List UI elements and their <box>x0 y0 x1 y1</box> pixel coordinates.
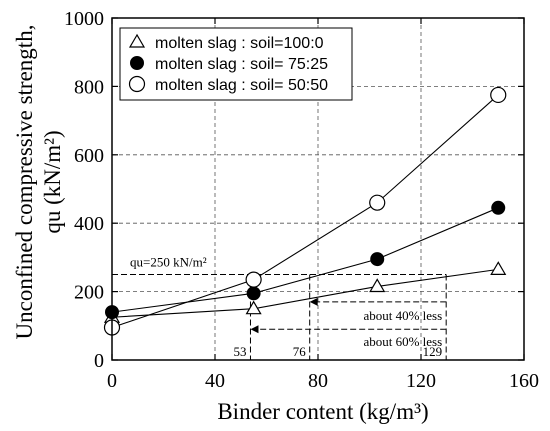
y-tick-label: 600 <box>74 145 104 167</box>
x-marker_129-label: 129 <box>423 344 443 359</box>
data-point-series-1 <box>245 300 262 315</box>
series-lines <box>111 94 499 329</box>
tick-labels: 0 40 80 120 160 0 200 400 600 800 1000 <box>64 8 539 392</box>
x-marker_53-label: 53 <box>233 344 246 359</box>
legend-marker-1 <box>128 33 146 48</box>
data-point-series-2 <box>491 200 506 215</box>
annotations: qu=250 kN/m² about 40% less about 60% less… <box>112 255 447 360</box>
data-point-series-2 <box>370 252 385 267</box>
arrow-40-head <box>309 297 318 306</box>
y-tick-label: 400 <box>74 213 104 235</box>
x-marker_76-label: 76 <box>293 344 307 359</box>
less60-label: about 60% less <box>363 334 442 349</box>
series-markers <box>103 86 507 336</box>
y-tick-label: 0 <box>94 350 104 372</box>
x-tick-label: 160 <box>509 370 539 392</box>
legend-label-3: molten slag : soil= 50:50 <box>155 77 328 94</box>
data-point-series-3 <box>490 86 507 104</box>
data-point-series-1 <box>369 278 386 293</box>
x-tick-label: 80 <box>308 370 328 392</box>
less40-label: about 40% less <box>363 308 442 323</box>
legend-marker-2 <box>130 56 144 70</box>
data-point-series-3 <box>245 271 262 288</box>
data-point-series-1 <box>490 261 507 275</box>
ticks <box>111 17 525 361</box>
threshold-label: qu=250 kN/m² <box>130 255 207 270</box>
legend-box <box>119 27 353 101</box>
legend-label-1: molten slag : soil=100:0 <box>155 35 324 52</box>
y-tick-label: 200 <box>74 282 104 304</box>
x-axis-label: Binder content (kg/m³) <box>217 399 428 424</box>
legend-label-2: molten slag : soil= 75:25 <box>155 56 328 73</box>
arrow-60-head <box>250 325 259 334</box>
x-tick-label: 0 <box>107 370 117 392</box>
y-axis-label-line2: qu (kN/m²) <box>40 130 65 233</box>
data-point-series-3 <box>369 194 386 211</box>
data-point-series-2 <box>246 286 261 301</box>
x-tick-label: 120 <box>406 370 436 392</box>
series-line-1 <box>111 268 499 318</box>
series-line-3 <box>111 94 499 329</box>
y-axis-label-line1: Unconfined compressive strength, <box>12 25 37 340</box>
series-line-2 <box>111 207 499 313</box>
y-tick-label: 1000 <box>64 8 104 30</box>
x-tick-label: 40 <box>205 370 225 392</box>
y-tick-label: 800 <box>74 76 104 98</box>
legend-marker-3 <box>128 75 146 93</box>
legend: molten slag : soil=100:0 molten slag : so… <box>119 27 353 101</box>
